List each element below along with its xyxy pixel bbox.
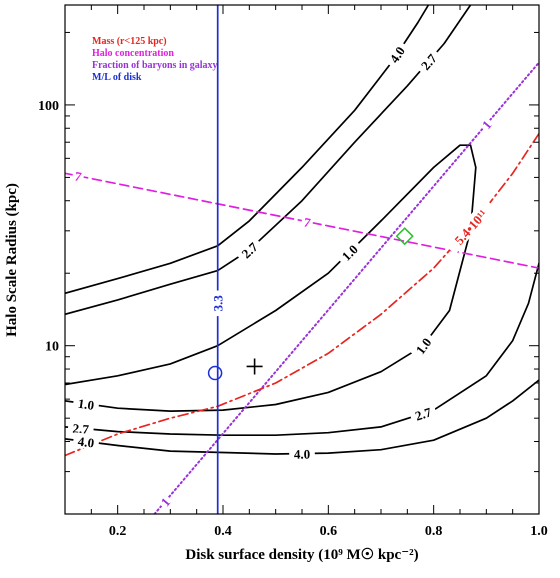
contour-label: 7 <box>303 214 313 230</box>
series-line-7 <box>153 61 539 514</box>
x-tick-label: 0.2 <box>109 524 127 539</box>
contour-label-group-3-1: 1.0 <box>409 330 437 361</box>
marker-circle <box>207 365 223 381</box>
contour-label-bg <box>413 46 443 76</box>
contour-label: 3.3 <box>211 295 226 312</box>
marker-plus <box>246 358 263 375</box>
contour-label-bg <box>155 492 175 511</box>
x-axis-title: Disk surface density (10⁹ M☉ kpc⁻²) <box>185 547 418 563</box>
contour-label-bg <box>289 445 315 461</box>
label-layer: 4.0 2.72.7 1.01.01.02.72.74.04.077115.4•10… <box>67 39 497 511</box>
x-tick-label: 1.0 <box>530 524 548 539</box>
marker-diamond <box>395 227 414 246</box>
contour-label-bg <box>209 290 225 317</box>
contour-label-group-6-1: 7 <box>300 212 315 230</box>
contour-label-bg <box>300 212 315 230</box>
x-tick-label: 0.8 <box>425 524 443 539</box>
contour-label-group-5-1: 4.0 <box>289 445 315 462</box>
marker-layer <box>207 227 414 381</box>
contour-label: 5.4•10¹¹ <box>451 207 490 248</box>
contour-label-bg <box>383 39 410 70</box>
contour-label-bg <box>72 394 100 413</box>
contour-label-group-9-0: 3.3 <box>209 290 226 317</box>
legend-entry-baryon-fraction: Fraction of baryons in galaxy <box>92 60 218 71</box>
y-tick-label: 100 <box>38 99 59 114</box>
contour-label-bg <box>409 330 437 361</box>
contour-label-bg <box>444 198 497 255</box>
contour-label-bg <box>408 401 438 425</box>
y-tick-label: 10 <box>45 340 59 355</box>
contour-label: 4.0 <box>294 446 311 461</box>
contour-label-bg <box>72 432 100 451</box>
legend-entry-halo-concentration: Halo concentration <box>92 48 174 59</box>
series-line-5 <box>65 379 539 455</box>
contour-label-bg <box>71 166 86 184</box>
contour-label: 1.0 <box>77 396 95 413</box>
x-tick-label: 0.6 <box>320 524 338 539</box>
contour-label-bg <box>334 237 364 267</box>
legend-entry-mass-to-light: M/L of disk <box>92 72 142 83</box>
y-axis-title: Halo Scale Radius (kpc) <box>4 183 20 337</box>
contour-label-group-8-0: 5.4•10¹¹ <box>444 198 497 255</box>
contour-label-bg <box>476 114 496 134</box>
contour-label-group-6-0: 7 <box>71 166 86 184</box>
contour-label: 4.0 <box>386 44 407 66</box>
series-line-4 <box>65 262 539 437</box>
legend: Mass (r<125 kpc) Halo concentration Frac… <box>92 36 218 83</box>
contour-label-group-0-0: 4.0 <box>383 39 410 70</box>
contour-label: 7 <box>73 168 83 184</box>
tick-layer: 0.2 0.4 0.6 0.8 1.0 10 100 <box>38 5 548 539</box>
contour-label-bg <box>234 235 264 264</box>
legend-entry-mass: Mass (r<125 kpc) <box>92 36 167 47</box>
contour-label-group-3-0: 1.0 <box>72 394 100 413</box>
contour-label-group-4-1: 2.7 <box>408 401 438 425</box>
series-line-0 <box>65 5 430 295</box>
contour-label-group-7-0: 1 <box>155 492 175 511</box>
contour-label-group-5-0: 4.0 <box>72 432 100 451</box>
contour-label-bg <box>67 419 95 437</box>
contour-label: 4.0 <box>77 434 95 451</box>
x-tick-label: 0.4 <box>214 524 232 539</box>
series-line-2 <box>65 144 472 386</box>
contour-label: 2.7 <box>413 404 434 423</box>
contour-label-group-7-1: 1 <box>476 114 496 134</box>
